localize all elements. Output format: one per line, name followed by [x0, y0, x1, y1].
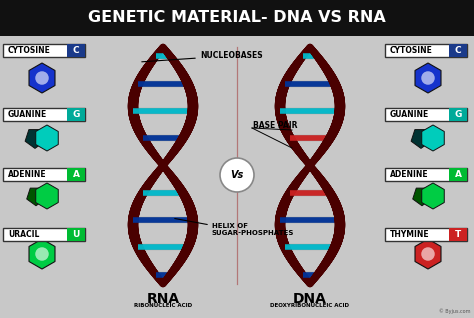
- Text: © Byjus.com: © Byjus.com: [439, 308, 471, 314]
- Polygon shape: [36, 125, 58, 151]
- FancyBboxPatch shape: [3, 168, 85, 181]
- FancyBboxPatch shape: [449, 108, 467, 121]
- Text: GENETIC MATERIAL- DNA VS RNA: GENETIC MATERIAL- DNA VS RNA: [88, 10, 386, 25]
- FancyBboxPatch shape: [3, 44, 85, 57]
- Polygon shape: [413, 188, 431, 206]
- Text: C: C: [455, 46, 461, 55]
- Polygon shape: [27, 188, 46, 206]
- FancyBboxPatch shape: [385, 44, 467, 57]
- Polygon shape: [415, 239, 441, 269]
- Text: ADENINE: ADENINE: [8, 170, 46, 179]
- Polygon shape: [411, 130, 431, 149]
- Circle shape: [421, 71, 435, 85]
- Polygon shape: [29, 239, 55, 269]
- FancyBboxPatch shape: [3, 108, 85, 121]
- Polygon shape: [422, 125, 444, 151]
- FancyBboxPatch shape: [67, 168, 85, 181]
- Circle shape: [220, 158, 254, 192]
- Polygon shape: [415, 63, 441, 93]
- Text: DNA: DNA: [293, 292, 327, 306]
- FancyBboxPatch shape: [449, 228, 467, 241]
- Text: U: U: [73, 230, 80, 239]
- Polygon shape: [36, 183, 58, 209]
- Polygon shape: [29, 63, 55, 93]
- Polygon shape: [415, 63, 441, 93]
- Text: URACIL: URACIL: [8, 230, 39, 239]
- Text: GUANINE: GUANINE: [390, 110, 429, 119]
- Text: C: C: [73, 46, 79, 55]
- Text: A: A: [73, 170, 80, 179]
- Text: BASE PAIR: BASE PAIR: [253, 121, 298, 130]
- Text: HELIX OF
SUGAR-PHOSPHATES: HELIX OF SUGAR-PHOSPHATES: [212, 223, 294, 236]
- FancyBboxPatch shape: [385, 108, 467, 121]
- FancyBboxPatch shape: [449, 168, 467, 181]
- Text: CYTOSINE: CYTOSINE: [8, 46, 51, 55]
- FancyBboxPatch shape: [385, 228, 467, 241]
- Polygon shape: [25, 130, 45, 149]
- Text: T: T: [455, 230, 461, 239]
- Text: DEOXYRIBONUCLEIC ACID: DEOXYRIBONUCLEIC ACID: [271, 303, 349, 308]
- FancyBboxPatch shape: [3, 228, 85, 241]
- FancyBboxPatch shape: [67, 108, 85, 121]
- Circle shape: [421, 247, 435, 261]
- Text: NUCLEOBASES: NUCLEOBASES: [200, 51, 263, 59]
- Polygon shape: [422, 183, 444, 209]
- Text: GUANINE: GUANINE: [8, 110, 47, 119]
- Text: A: A: [455, 170, 462, 179]
- Polygon shape: [415, 239, 441, 269]
- FancyBboxPatch shape: [0, 0, 474, 36]
- Circle shape: [35, 71, 49, 85]
- FancyBboxPatch shape: [67, 228, 85, 241]
- Text: THYMINE: THYMINE: [390, 230, 429, 239]
- FancyBboxPatch shape: [67, 44, 85, 57]
- Text: ADENINE: ADENINE: [390, 170, 428, 179]
- Text: RNA: RNA: [146, 292, 180, 306]
- Circle shape: [35, 247, 49, 261]
- FancyBboxPatch shape: [449, 44, 467, 57]
- FancyBboxPatch shape: [385, 168, 467, 181]
- Text: G: G: [73, 110, 80, 119]
- Text: Vs: Vs: [230, 170, 244, 180]
- Text: G: G: [454, 110, 462, 119]
- Text: CYTOSINE: CYTOSINE: [390, 46, 433, 55]
- Polygon shape: [29, 63, 55, 93]
- Text: RIBONUCLEIC ACID: RIBONUCLEIC ACID: [134, 303, 192, 308]
- Polygon shape: [29, 239, 55, 269]
